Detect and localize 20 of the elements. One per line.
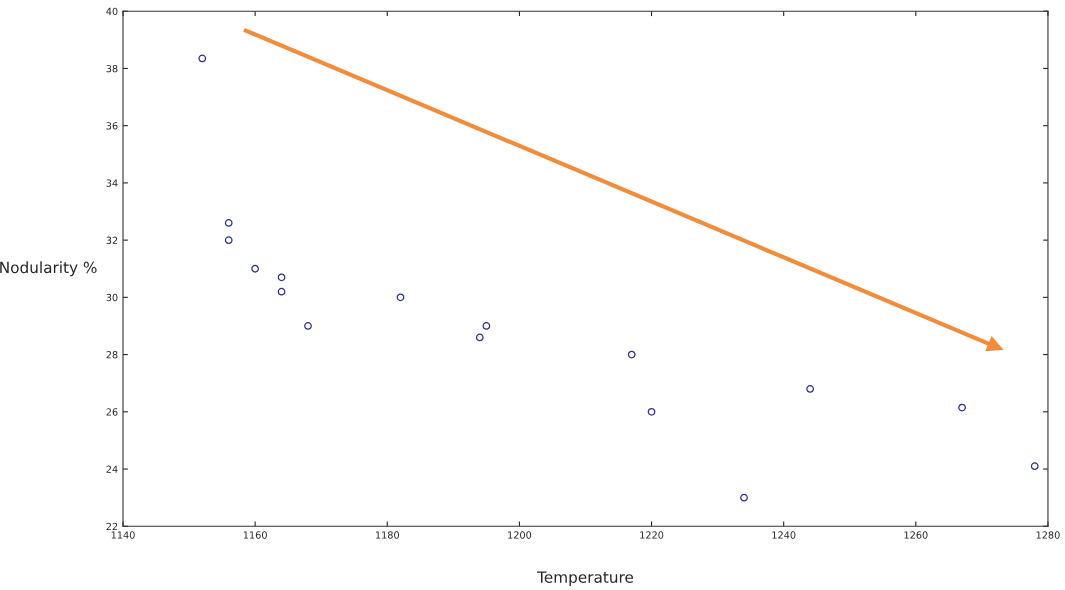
- x-tick-label: 1240: [772, 531, 796, 539]
- y-tick-label: 30: [106, 293, 118, 302]
- y-tick-label: 22: [106, 522, 118, 530]
- x-tick-label: 1280: [1036, 531, 1060, 539]
- x-axis-title: Temperature: [537, 571, 634, 586]
- y-tick-label: 38: [106, 64, 118, 73]
- y-tick-label: 28: [106, 351, 118, 359]
- y-tick-label: 24: [106, 465, 118, 473]
- x-tick-label: 1260: [904, 531, 928, 539]
- y-tick-label: 34: [106, 179, 118, 187]
- x-tick-label: 1200: [508, 531, 532, 539]
- x-tick-label: 1140: [111, 531, 135, 539]
- y-axis-title: Nodularity %: [0, 261, 97, 277]
- y-tick-label: 40: [106, 7, 118, 16]
- x-tick-label: 1220: [640, 531, 664, 539]
- y-tick-label: 26: [106, 408, 118, 416]
- x-tick-label: 1180: [375, 531, 400, 539]
- y-tick-label: 36: [106, 122, 118, 130]
- y-tick-label: 32: [106, 236, 118, 244]
- x-tick-label: 1160: [243, 531, 267, 539]
